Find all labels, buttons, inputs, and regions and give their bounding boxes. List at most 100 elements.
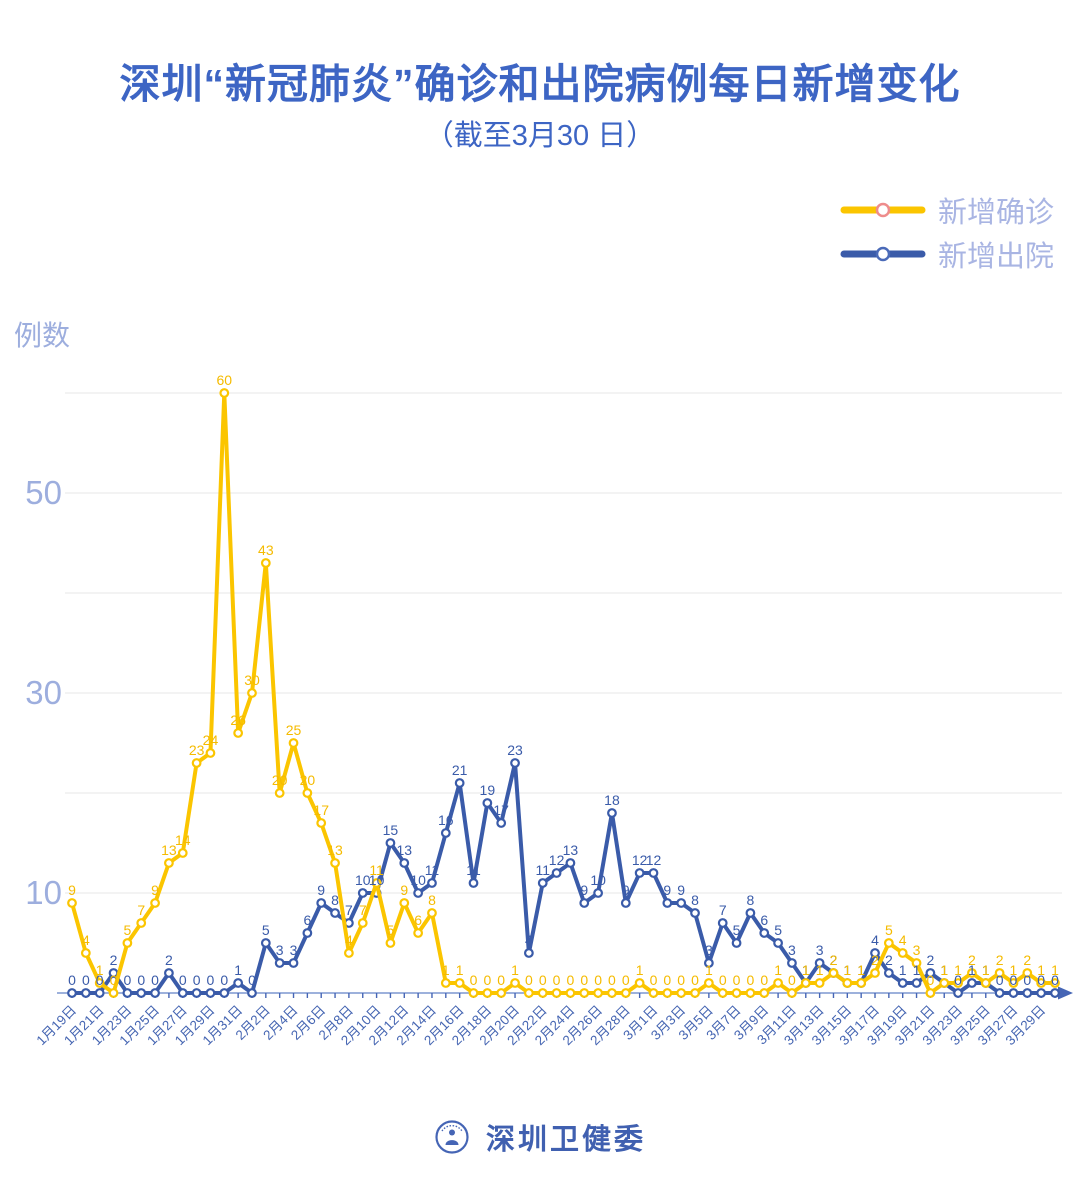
- data-point-marker-confirmed: [717, 988, 728, 998]
- data-point-label-discharged: 1: [234, 962, 242, 978]
- data-point-marker-confirmed: [413, 928, 424, 938]
- data-point-marker-discharged: [150, 988, 160, 998]
- data-point-label-discharged: 5: [262, 922, 270, 938]
- data-point-marker-confirmed: [787, 988, 797, 998]
- data-point-label-confirmed: 13: [327, 842, 343, 858]
- legend-label-confirmed: 新增确诊: [937, 197, 1054, 229]
- data-point-label-confirmed: 1: [857, 962, 865, 978]
- data-point-marker-discharged: [593, 888, 604, 898]
- data-point-label-discharged: 0: [193, 972, 201, 988]
- data-point-label-confirmed: 0: [788, 972, 796, 988]
- data-point-label-discharged: 8: [691, 892, 699, 908]
- data-point-marker-discharged: [136, 988, 147, 998]
- data-point-marker-discharged: [330, 908, 340, 918]
- data-point-marker-discharged: [440, 828, 451, 838]
- data-point-label-discharged: 1: [857, 962, 865, 978]
- data-point-marker-confirmed: [759, 988, 770, 998]
- data-point-marker-discharged: [1008, 988, 1019, 998]
- data-point-marker-confirmed: [67, 898, 77, 908]
- data-point-marker-confirmed: [427, 908, 437, 918]
- data-point-marker-discharged: [634, 868, 645, 878]
- data-point-marker-discharged: [247, 988, 257, 998]
- data-point-marker-confirmed: [357, 918, 368, 928]
- data-point-label-confirmed: 0: [691, 972, 699, 988]
- org-logo-icon: [435, 1120, 469, 1154]
- data-point-marker-discharged: [607, 808, 617, 818]
- data-point-label-discharged: 3: [290, 942, 298, 958]
- data-point-marker-confirmed: [925, 988, 936, 998]
- data-point-label-confirmed: 1: [442, 962, 450, 978]
- data-point-label-confirmed: 3: [913, 942, 921, 958]
- data-point-marker-discharged: [620, 898, 631, 908]
- legend-swatch-discharged-icon: [840, 246, 926, 262]
- data-point-label-discharged: 17: [493, 802, 509, 818]
- data-point-marker-confirmed: [80, 948, 91, 958]
- data-point-label-discharged: 3: [816, 942, 824, 958]
- data-point-marker-discharged: [205, 988, 216, 998]
- data-point-label-confirmed: 6: [414, 912, 422, 928]
- data-point-label-confirmed: 7: [137, 902, 145, 918]
- data-point-label-discharged: 9: [317, 882, 325, 898]
- data-point-label-confirmed: 1: [705, 962, 713, 978]
- data-point-label-discharged: 11: [535, 862, 550, 878]
- data-point-label-discharged: 12: [646, 852, 662, 868]
- data-point-label-discharged: 4: [871, 932, 879, 948]
- data-point-label-discharged: 0: [1010, 972, 1018, 988]
- data-point-marker-confirmed: [177, 848, 188, 858]
- data-point-marker-discharged: [551, 868, 562, 878]
- data-point-marker-confirmed: [440, 978, 451, 988]
- data-point-label-discharged: 6: [303, 912, 311, 928]
- data-point-marker-discharged: [731, 938, 742, 948]
- data-point-marker-discharged: [1022, 988, 1033, 998]
- data-point-label-discharged: 12: [632, 852, 648, 868]
- data-point-label-confirmed: 5: [387, 922, 395, 938]
- data-point-marker-discharged: [565, 858, 576, 868]
- legend: 新增确诊 新增出院: [840, 193, 1054, 273]
- data-point-label-confirmed: 0: [650, 972, 658, 988]
- org-name: 深圳卫健委: [485, 1124, 646, 1156]
- data-point-marker-confirmed: [523, 988, 534, 998]
- data-point-label-discharged: 10: [590, 872, 606, 888]
- data-point-label-confirmed: 0: [677, 972, 685, 988]
- legend-item-confirmed: 新增确诊: [840, 193, 1054, 229]
- data-point-marker-confirmed: [496, 988, 507, 998]
- data-point-label-confirmed: 1: [982, 962, 990, 978]
- data-point-label-confirmed: 1: [1051, 962, 1059, 978]
- data-point-label-confirmed: 1: [954, 962, 962, 978]
- data-point-label-discharged: 0: [96, 972, 104, 988]
- data-point-label-confirmed: 1: [1010, 962, 1018, 978]
- data-point-marker-discharged: [662, 898, 673, 908]
- data-point-label-confirmed: 13: [161, 842, 177, 858]
- data-point-marker-discharged: [537, 878, 548, 888]
- data-point-marker-confirmed: [399, 898, 410, 908]
- data-point-marker-discharged: [357, 888, 368, 898]
- data-point-label-discharged: 0: [151, 972, 159, 988]
- data-point-marker-discharged: [274, 958, 285, 968]
- data-point-label-confirmed: 9: [68, 882, 76, 898]
- data-point-marker-discharged: [717, 918, 728, 928]
- data-point-marker-confirmed: [800, 978, 811, 988]
- data-point-marker-confirmed: [94, 978, 105, 988]
- y-axis-tick-label: 10: [25, 874, 62, 911]
- data-point-marker-confirmed: [690, 988, 700, 998]
- data-point-marker-confirmed: [468, 988, 479, 998]
- data-point-label-confirmed: 5: [123, 922, 131, 938]
- data-point-label-discharged: 0: [68, 972, 76, 988]
- data-point-label-confirmed: 0: [553, 972, 561, 988]
- data-point-label-confirmed: 1: [456, 962, 464, 978]
- data-point-label-discharged: 10: [355, 872, 371, 888]
- data-point-marker-confirmed: [247, 688, 257, 698]
- data-point-label-confirmed: 0: [663, 972, 671, 988]
- data-point-marker-confirmed: [108, 988, 119, 998]
- data-point-label-confirmed: 2: [968, 952, 976, 968]
- data-point-marker-confirmed: [828, 968, 839, 978]
- data-point-marker-confirmed: [1036, 978, 1047, 988]
- data-point-marker-discharged: [883, 968, 894, 978]
- data-point-label-discharged: 15: [383, 822, 399, 838]
- data-point-label-confirmed: 1: [843, 962, 851, 978]
- data-point-marker-confirmed: [856, 978, 867, 988]
- data-point-label-discharged: 10: [369, 872, 385, 888]
- data-point-marker-confirmed: [482, 988, 493, 998]
- data-point-label-confirmed: 1: [940, 962, 948, 978]
- data-point-label-confirmed: 1: [1037, 962, 1045, 978]
